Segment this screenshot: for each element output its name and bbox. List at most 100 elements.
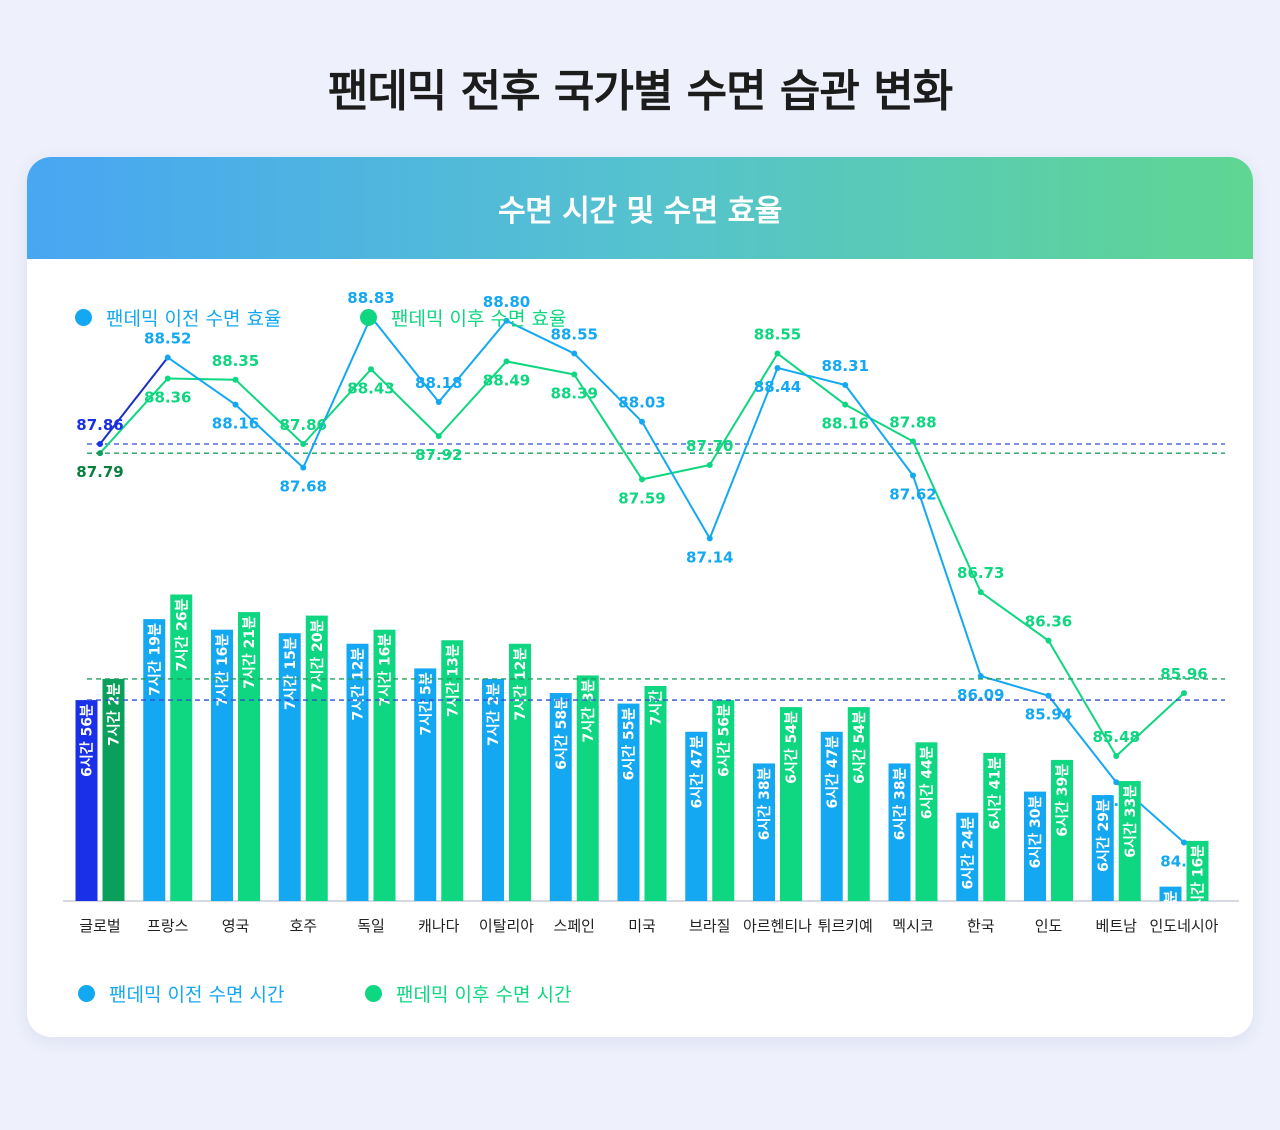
after-bar (780, 707, 802, 901)
x-tick-label: 인도 (1035, 917, 1063, 935)
before-line-segment (708, 367, 779, 539)
before-point (910, 472, 916, 479)
x-tick-label: 인도네시아 (1149, 917, 1218, 935)
after-point (706, 461, 713, 468)
after-line-segment (506, 360, 575, 376)
x-tick-label: 베트남 (1096, 917, 1138, 935)
legend-label: 팬데믹 이후 수면 효율 (391, 308, 567, 330)
before-bar (685, 731, 708, 901)
before-point (977, 673, 984, 680)
after-value-label: 86.36 (1025, 613, 1072, 631)
after-bar (983, 752, 1006, 901)
after-value-label: 88.43 (347, 379, 394, 397)
x-tick-label: 브라질 (689, 917, 730, 935)
before-bar (143, 619, 166, 901)
after-point (503, 358, 510, 365)
x-tick-label: 미국 (628, 917, 656, 935)
x-tick-label: 글로벌 (79, 917, 120, 935)
before-line-segment (167, 356, 237, 406)
before-value-label: 86.09 (957, 686, 1004, 704)
x-tick-label: 멕시코 (892, 917, 933, 935)
legend-dot-after-icon (365, 985, 382, 1002)
before-bar-label: 6시간 55분 (621, 707, 638, 780)
after-point (300, 441, 307, 447)
legend-duration-after: 팬데믹 이후 수면 시간 (365, 980, 571, 1007)
after-value-label: 85.96 (1160, 665, 1207, 683)
legend-label: 팬데믹 이후 수면 시간 (396, 984, 572, 1006)
before-bar-label: 6시간 47분 (688, 736, 705, 809)
after-line-segment (776, 352, 846, 406)
after-bar-label: 6시간 44분 (919, 746, 936, 819)
x-tick-label: 튀르키예 (818, 917, 873, 935)
before-value-label: 88.18 (415, 374, 462, 392)
before-line-segment (641, 421, 711, 539)
before-value-label: 88.03 (618, 394, 665, 412)
before-bar-label: 6시간 56분 (79, 704, 96, 777)
before-value-label: 88.83 (347, 289, 394, 307)
x-tick-label: 스페인 (554, 917, 595, 935)
after-line-segment (573, 373, 643, 480)
after-point (639, 476, 645, 483)
x-tick-label: 독일 (357, 917, 385, 935)
after-bar (1186, 840, 1209, 901)
before-point (571, 350, 578, 357)
after-line-segment (912, 440, 982, 593)
before-value-label: 88.44 (754, 378, 801, 396)
before-bar (549, 693, 572, 901)
before-bar-label: 7시간 15분 (282, 637, 299, 710)
after-bar (576, 675, 599, 901)
after-point (774, 350, 781, 357)
before-bar (75, 700, 98, 901)
before-bar (414, 668, 437, 901)
legend-duration-before: 팬데믹 이전 수면 시간 (78, 980, 284, 1007)
before-line-segment (777, 366, 846, 386)
before-bar-label: 6시간 38분 (756, 767, 773, 840)
after-point (842, 401, 849, 408)
before-bar (956, 812, 979, 901)
after-value-label: 87.59 (618, 489, 665, 507)
before-value-label: 87.86 (76, 416, 123, 434)
before-bar-label: 6시간 30분 (1027, 795, 1044, 868)
after-value-label: 88.55 (754, 326, 801, 344)
after-point (1045, 637, 1052, 644)
after-bar-label: 6시간 41분 (986, 757, 1003, 830)
after-line-segment (1115, 692, 1185, 757)
before-line-segment (99, 356, 169, 445)
x-tick-label: 호주 (289, 917, 317, 935)
after-value-label: 88.36 (144, 388, 191, 406)
before-bar-label: 6시간 3분 (1163, 891, 1180, 954)
after-bar (373, 629, 396, 901)
x-tick-label: 한국 (967, 917, 995, 935)
after-line-segment (641, 463, 710, 481)
after-bar (915, 742, 938, 901)
after-bar-label: 7시간 12분 (512, 648, 529, 721)
after-line-segment (980, 591, 1050, 642)
after-bar-label: 6시간 54분 (851, 711, 868, 784)
after-bar (509, 643, 531, 901)
before-value-label: 88.80 (483, 293, 530, 311)
after-bar-label: 7시간 16분 (377, 634, 394, 707)
after-bar (1051, 759, 1073, 901)
after-point (164, 375, 171, 382)
before-bar (346, 643, 369, 901)
before-bar-label: 6시간 24분 (959, 817, 976, 890)
before-line-segment (302, 316, 372, 469)
before-value-label: 85.94 (1025, 706, 1072, 724)
before-bar-label: 7시간 16분 (214, 634, 231, 707)
before-bar-label: 6시간 38분 (892, 767, 909, 840)
before-point (1181, 839, 1187, 846)
after-value-label: 87.86 (280, 416, 327, 434)
before-bar (1159, 886, 1182, 901)
before-line-segment (234, 403, 304, 469)
before-bar (1024, 791, 1046, 901)
after-point (97, 450, 103, 457)
after-value-label: 87.70 (686, 437, 733, 455)
after-line-segment (302, 368, 372, 445)
before-line-segment (1047, 695, 1118, 783)
before-line-segment (506, 319, 575, 355)
after-bar (1118, 781, 1141, 901)
before-point (503, 317, 510, 324)
before-bar-label: 7시간 12분 (350, 648, 367, 721)
after-point (368, 366, 374, 373)
before-line-segment (844, 384, 914, 477)
